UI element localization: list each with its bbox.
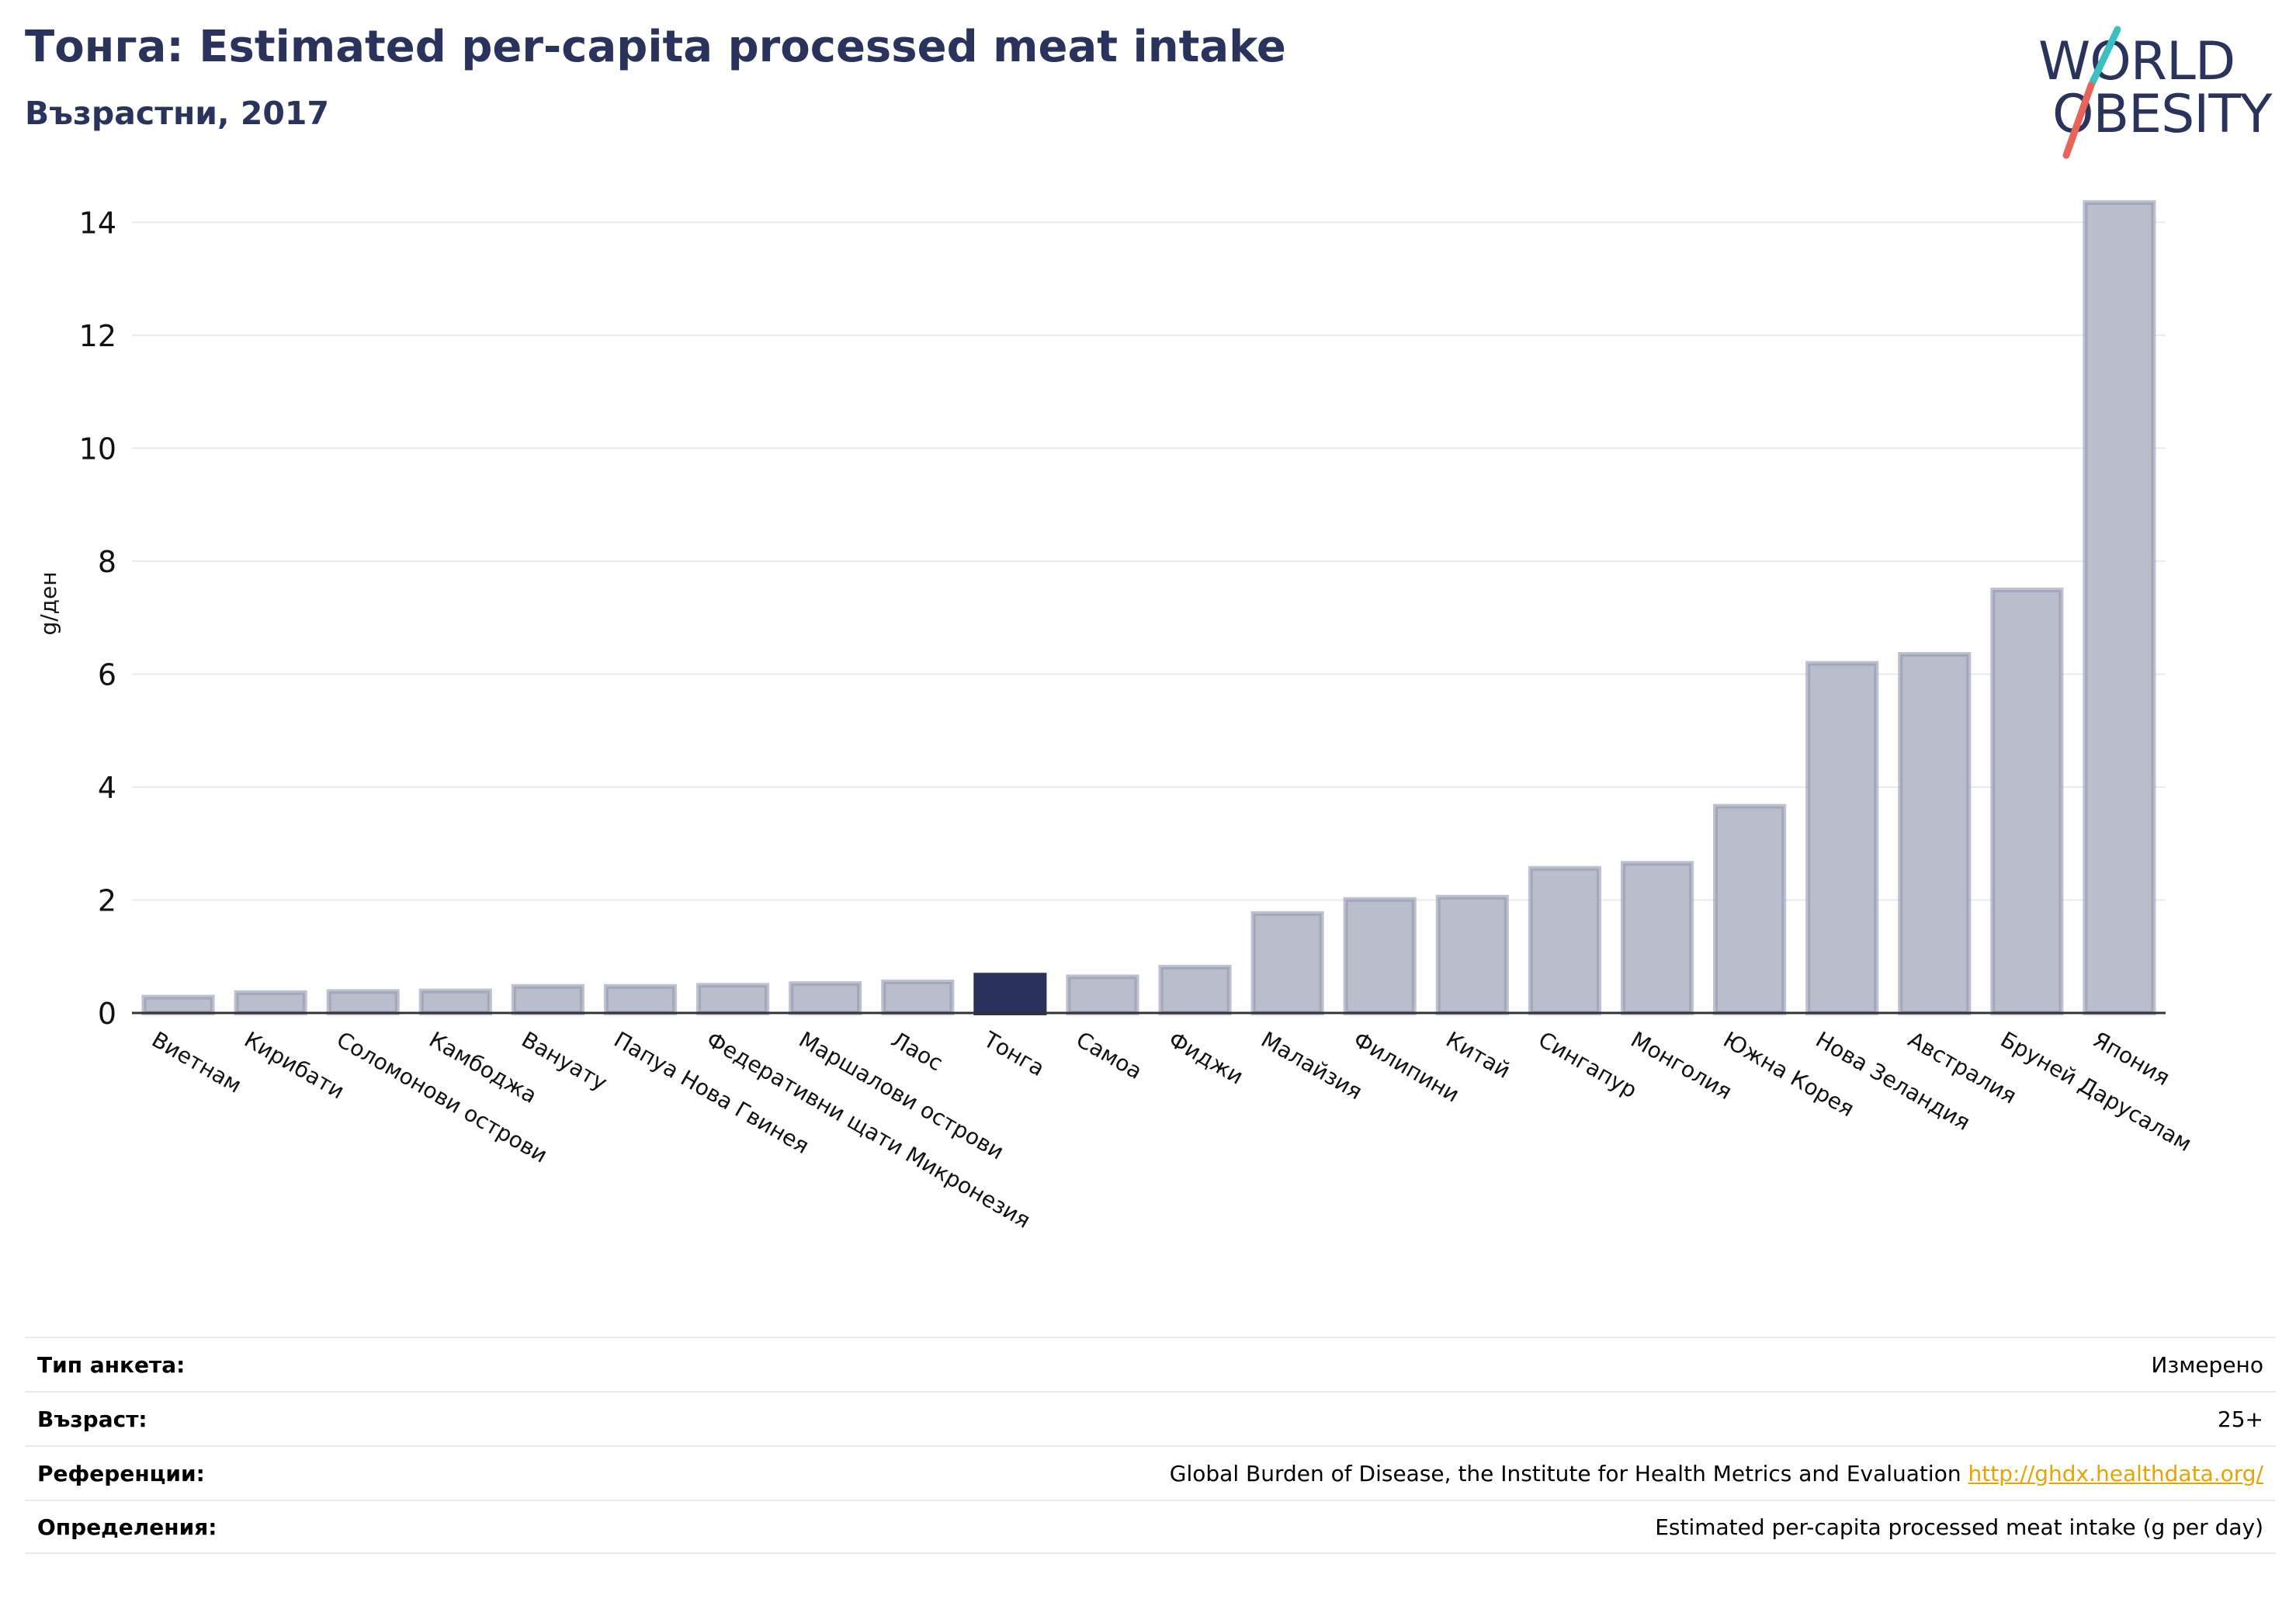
footer-value: Estimated per-capita processed meat inta… [1655, 1514, 2263, 1540]
x-tick-label: Самоа [1072, 1026, 1146, 1084]
y-tick-label: 14 [79, 206, 116, 240]
logo-slash-icon [2062, 26, 2121, 159]
y-tick-label: 12 [79, 319, 116, 353]
logo-word-world: WORLD [2038, 31, 2235, 92]
bar [234, 990, 307, 1015]
bar [1435, 894, 1509, 1016]
bar [881, 979, 955, 1016]
footer-row-definitions: Определения: Estimated per-capita proces… [25, 1500, 2276, 1554]
x-tick-label: Лаос [887, 1026, 948, 1076]
footer-row-survey-type: Тип анкета: Измерено [25, 1337, 2276, 1391]
bar [1805, 661, 1879, 1015]
footer-label: Определения: [37, 1514, 217, 1540]
bar [1158, 965, 1232, 1016]
footer-label: Референции: [37, 1460, 205, 1486]
y-axis-label: g/ден [36, 571, 61, 635]
x-tick-label: Нова Зеландия [1812, 1026, 1975, 1135]
bar [603, 983, 678, 1016]
y-tick-label: 6 [98, 657, 116, 692]
metadata-table: Тип анкета: Измерено Възраст: 25+ Рефере… [25, 1337, 2276, 1554]
x-tick-label: Монголия [1626, 1026, 1736, 1105]
x-tick-label: Тонга [979, 1026, 1049, 1081]
bar [696, 983, 770, 1015]
reference-text: Global Burden of Disease, the Institute … [1169, 1460, 1961, 1486]
bar [1250, 910, 1324, 1015]
footer-value-references: Global Burden of Disease, the Institute … [1170, 1461, 2263, 1486]
footer-label: Тип анкета: [37, 1351, 186, 1378]
footer-row-references: Референции: Global Burden of Disease, th… [25, 1445, 2276, 1500]
page-title: Тонга: Estimated per-capita processed me… [25, 22, 1286, 72]
footer-label: Възраст: [37, 1406, 147, 1432]
bar [418, 988, 492, 1016]
bar [789, 981, 862, 1016]
bar [1343, 897, 1417, 1016]
x-tick-label: Малайзия [1257, 1026, 1367, 1105]
reference-link[interactable]: http://ghdx.healthdata.org/ [1968, 1460, 2263, 1486]
y-tick-label: 2 [98, 883, 116, 917]
bar [1898, 651, 1972, 1016]
world-obesity-logo: WORLD OBESITY [2026, 23, 2282, 163]
x-tick-label: Кирибати [240, 1026, 349, 1104]
bar [511, 983, 584, 1016]
page-subtitle: Възрастни, 2017 [25, 95, 329, 132]
bar-chart: 02468101214g/денВиетнамКирибатиСоломонов… [36, 199, 2196, 1233]
bar [1528, 865, 1601, 1015]
bar [2083, 199, 2156, 1015]
x-tick-label: Виетнам [147, 1026, 246, 1098]
footer-value: Измерено [2151, 1351, 2263, 1378]
bar [973, 973, 1047, 1015]
footer-value: 25+ [2217, 1406, 2263, 1432]
x-tick-label: Китай [1441, 1026, 1514, 1083]
y-tick-label: 0 [98, 997, 116, 1031]
bar [1990, 588, 2064, 1015]
bar [326, 989, 400, 1015]
bar [1066, 974, 1139, 1015]
bar [1620, 861, 1694, 1015]
x-tick-label: Фиджи [1164, 1026, 1248, 1089]
y-tick-label: 8 [98, 545, 116, 579]
y-tick-label: 10 [79, 432, 116, 466]
bar [141, 994, 215, 1015]
x-tick-label: Сингапур [1534, 1026, 1641, 1103]
footer-row-age: Възраст: 25+ [25, 1391, 2276, 1445]
y-tick-label: 4 [98, 771, 116, 805]
bar [1713, 803, 1787, 1015]
